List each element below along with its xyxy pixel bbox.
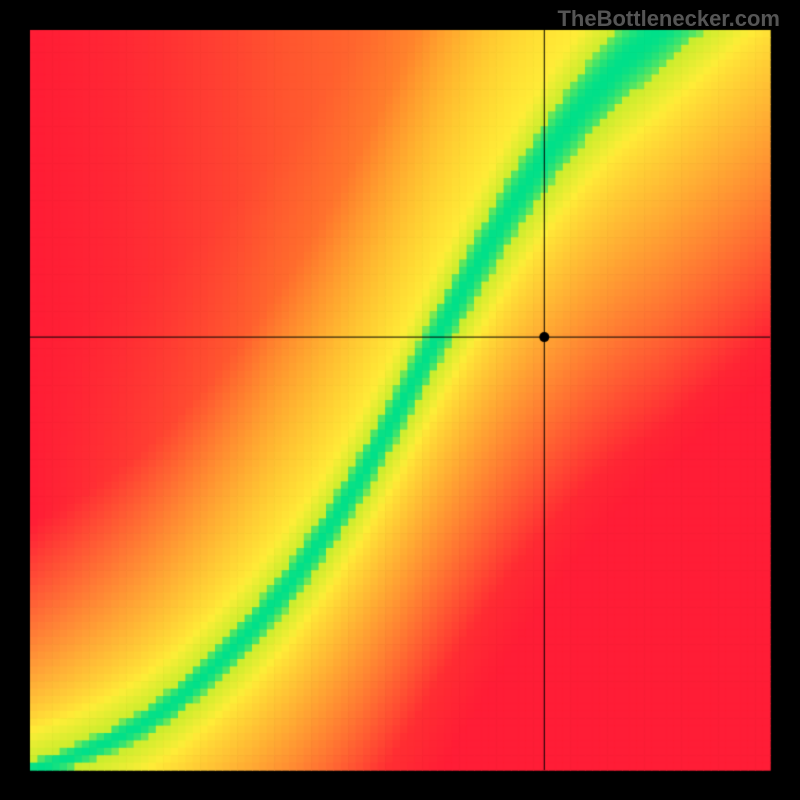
bottleneck-heatmap bbox=[0, 0, 800, 800]
watermark-text: TheBottlenecker.com bbox=[557, 6, 780, 32]
chart-container: TheBottlenecker.com bbox=[0, 0, 800, 800]
